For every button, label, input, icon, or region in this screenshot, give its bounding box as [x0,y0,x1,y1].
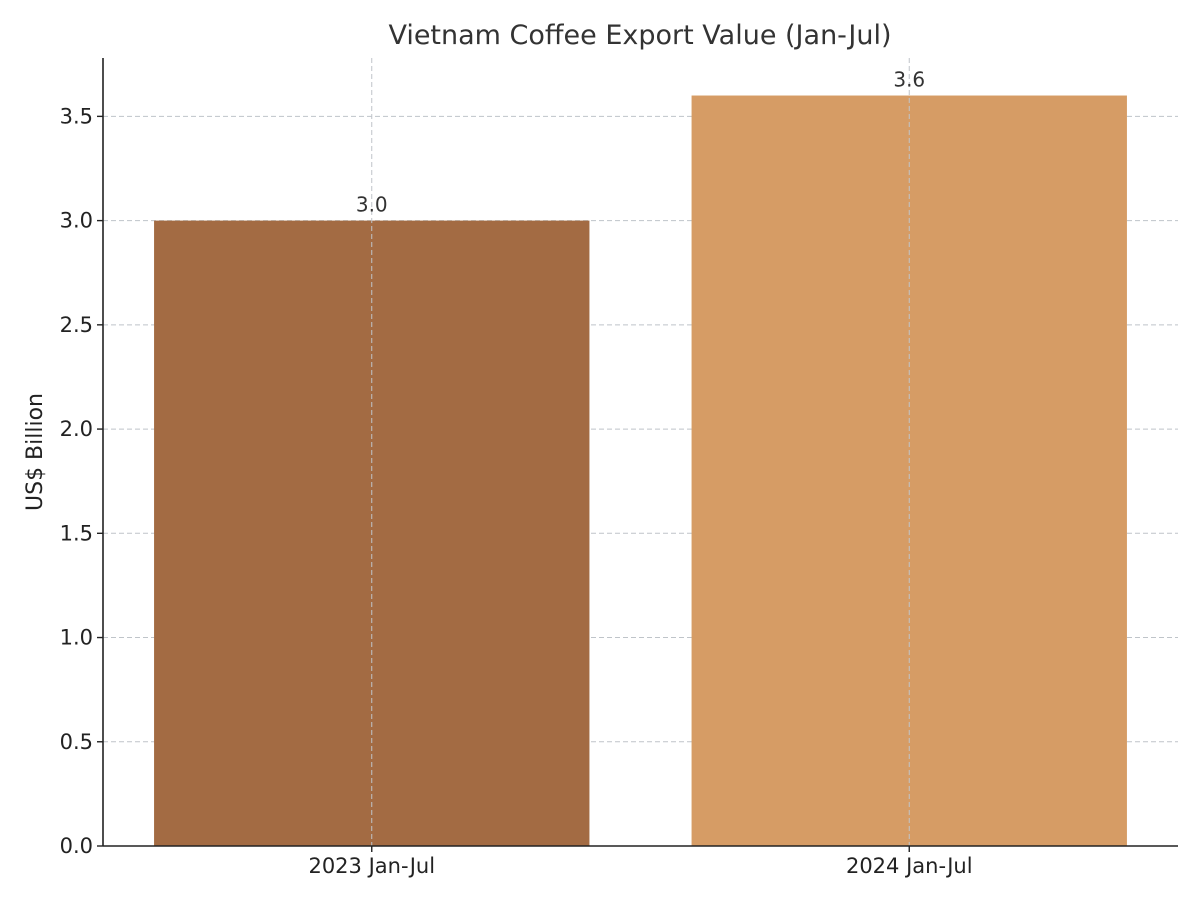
bar-value-label: 3.6 [893,68,925,92]
bars [154,95,1127,847]
y-tick-label: 2.0 [60,417,93,441]
y-axis-label: US$ Billion [23,393,48,511]
y-tick-label: 0.5 [60,730,93,754]
vertical-grid-lines [371,58,910,846]
axes: 0.0 0.5 1.0 1.5 2.0 2.5 3.0 3.5 2023 Jan-Jul 2024… [60,58,1178,878]
y-tick-label: 2.5 [60,313,93,337]
y-tick-label: 3.0 [60,209,93,233]
x-tick-label: 2024 Jan-Jul [846,854,973,878]
y-tick-label: 3.5 [60,104,93,128]
x-tick-label: 2023 Jan-Jul [308,854,435,878]
y-tick-label: 1.0 [60,626,93,650]
y-tick-label: 0.0 [60,834,93,858]
bar-value-label: 3.0 [356,193,388,217]
y-tick-label: 1.5 [60,521,93,545]
data-labels: 3.0 3.6 [356,68,925,217]
chart-title: Vietnam Coffee Export Value (Jan-Jul) [388,20,891,51]
